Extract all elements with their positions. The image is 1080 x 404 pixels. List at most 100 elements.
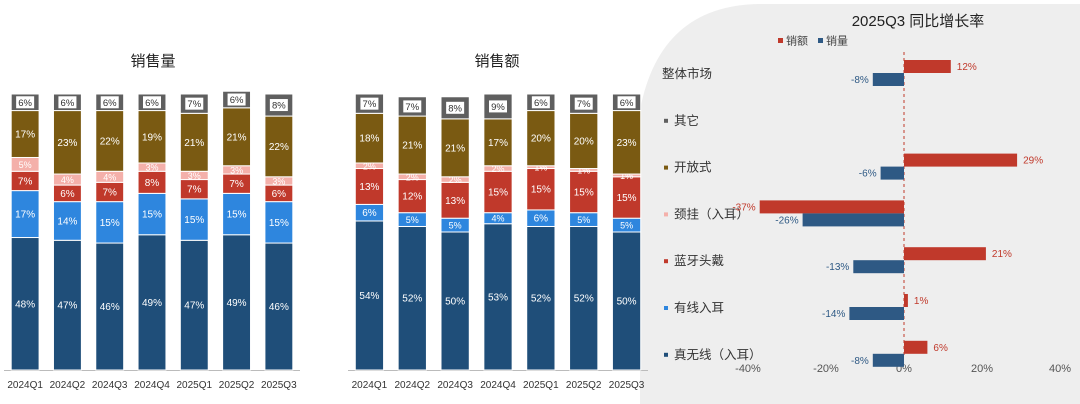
data-label: -8% xyxy=(851,356,869,367)
x-tick-label: 2024Q1 xyxy=(7,380,43,391)
x-tick-label: 2025Q1 xyxy=(176,380,212,391)
bar-segment-headband xyxy=(526,168,556,211)
chart-title: 2025Q3 同比增长率 xyxy=(852,13,985,30)
data-label: 52% xyxy=(402,294,422,305)
bar-segment-open xyxy=(440,118,470,178)
bar-sales-amount xyxy=(904,60,951,73)
data-label: 22% xyxy=(269,142,289,153)
data-label-background xyxy=(531,96,550,109)
data-label: 50% xyxy=(445,297,465,308)
data-label: -14% xyxy=(822,309,845,320)
data-label: 7% xyxy=(229,179,244,190)
data-label: 54% xyxy=(359,291,379,302)
bar-sales-volume xyxy=(853,260,904,274)
data-label-background xyxy=(403,100,422,113)
data-label: 17% xyxy=(488,138,508,149)
data-label: 3% xyxy=(145,163,158,173)
bar-segment-wired xyxy=(222,192,252,236)
data-label: 15% xyxy=(142,210,162,221)
data-label: 2% xyxy=(406,172,419,182)
data-label: 7% xyxy=(405,102,419,113)
bar-segment-headband xyxy=(569,170,599,214)
data-label: 15% xyxy=(269,218,289,229)
x-tick-label: 2024Q2 xyxy=(50,380,86,391)
x-tick-label: 2024Q4 xyxy=(480,380,516,391)
data-label: 21% xyxy=(992,249,1012,260)
x-tick-label: 2024Q3 xyxy=(92,380,128,391)
data-label: 6% xyxy=(362,208,377,219)
data-label: 7% xyxy=(577,99,591,110)
data-label: 5% xyxy=(620,221,633,231)
data-label: 21% xyxy=(184,138,204,149)
data-label: 2% xyxy=(491,164,504,174)
bar-sales-volume xyxy=(880,166,904,180)
x-tick-label: 40% xyxy=(1049,363,1071,375)
bar-segment-headband xyxy=(611,176,642,219)
bar-segment-tws xyxy=(569,225,599,371)
data-label-background xyxy=(143,96,161,109)
bar-segment-wired xyxy=(10,190,40,239)
data-label: 12% xyxy=(402,192,422,203)
legend-label: 销量 xyxy=(826,34,848,48)
data-label: 6% xyxy=(534,98,548,109)
bar-segment-open xyxy=(354,112,385,164)
bar-segment-open xyxy=(179,112,209,172)
data-label: 6% xyxy=(933,343,948,354)
data-label-background xyxy=(227,93,246,106)
category-label: 有线入耳 xyxy=(674,301,724,315)
data-label: 6% xyxy=(272,189,287,200)
data-label: 15% xyxy=(227,210,247,221)
data-label: 5% xyxy=(449,221,462,231)
x-tick-label: 2024Q1 xyxy=(352,380,388,391)
x-tick-label: 2025Q3 xyxy=(609,380,645,391)
bar-segment-wired xyxy=(95,201,125,244)
data-label: 19% xyxy=(142,132,162,143)
data-label: 15% xyxy=(184,215,204,226)
bar-segment-open xyxy=(52,110,82,175)
category-label: 真无线（入耳） xyxy=(674,348,762,362)
category-marker xyxy=(664,306,668,310)
data-label: 21% xyxy=(227,132,247,143)
data-label: -8% xyxy=(851,75,869,86)
data-label: -13% xyxy=(826,262,849,273)
bar-segment-open xyxy=(137,110,167,164)
data-label: 1% xyxy=(914,296,929,307)
data-label: 2% xyxy=(449,175,462,185)
x-tick-label: 2025Q2 xyxy=(219,380,255,391)
legend-swatch xyxy=(778,38,783,43)
x-tick-label: 2025Q1 xyxy=(523,380,559,391)
data-label: 46% xyxy=(100,302,120,313)
data-label: 15% xyxy=(531,185,551,196)
data-label: 5% xyxy=(577,215,590,225)
data-label: 20% xyxy=(531,134,551,145)
x-tick-label: 2024Q4 xyxy=(134,380,170,391)
category-label: 开放式 xyxy=(674,160,712,175)
data-label: 47% xyxy=(184,301,204,312)
data-label: 5% xyxy=(19,160,32,170)
x-tick-label: 2024Q3 xyxy=(437,380,473,391)
data-label: 6% xyxy=(620,98,634,109)
data-label: 21% xyxy=(445,143,465,154)
category-marker xyxy=(664,212,668,217)
bar-segment-tws xyxy=(611,231,642,371)
sales-volume-chart: 销售量 48% 17% 7% 5% 17% 6% 2024Q1 47% 14% 6% 4% 23% 6% 2… xyxy=(4,53,300,391)
bar-segment-open xyxy=(222,107,252,167)
category-label: 颈挂（入耳） xyxy=(674,207,749,221)
bar-sales-amount xyxy=(904,294,908,307)
data-label: 17% xyxy=(15,130,35,141)
bar-segment-tws xyxy=(354,220,385,371)
category-marker xyxy=(664,165,668,170)
data-label: 7% xyxy=(363,99,377,110)
data-label-background xyxy=(574,97,593,110)
data-label-background xyxy=(100,96,119,109)
data-label: 4% xyxy=(61,175,74,185)
bar-sales-amount xyxy=(904,340,928,354)
data-label: 1% xyxy=(577,165,590,175)
data-label: 6% xyxy=(103,98,117,109)
data-label: 7% xyxy=(102,187,117,198)
data-label: 18% xyxy=(359,134,379,145)
data-label: 47% xyxy=(57,301,77,312)
legend-swatch xyxy=(818,38,823,43)
data-label: 7% xyxy=(187,99,201,110)
data-label: 15% xyxy=(574,187,594,198)
